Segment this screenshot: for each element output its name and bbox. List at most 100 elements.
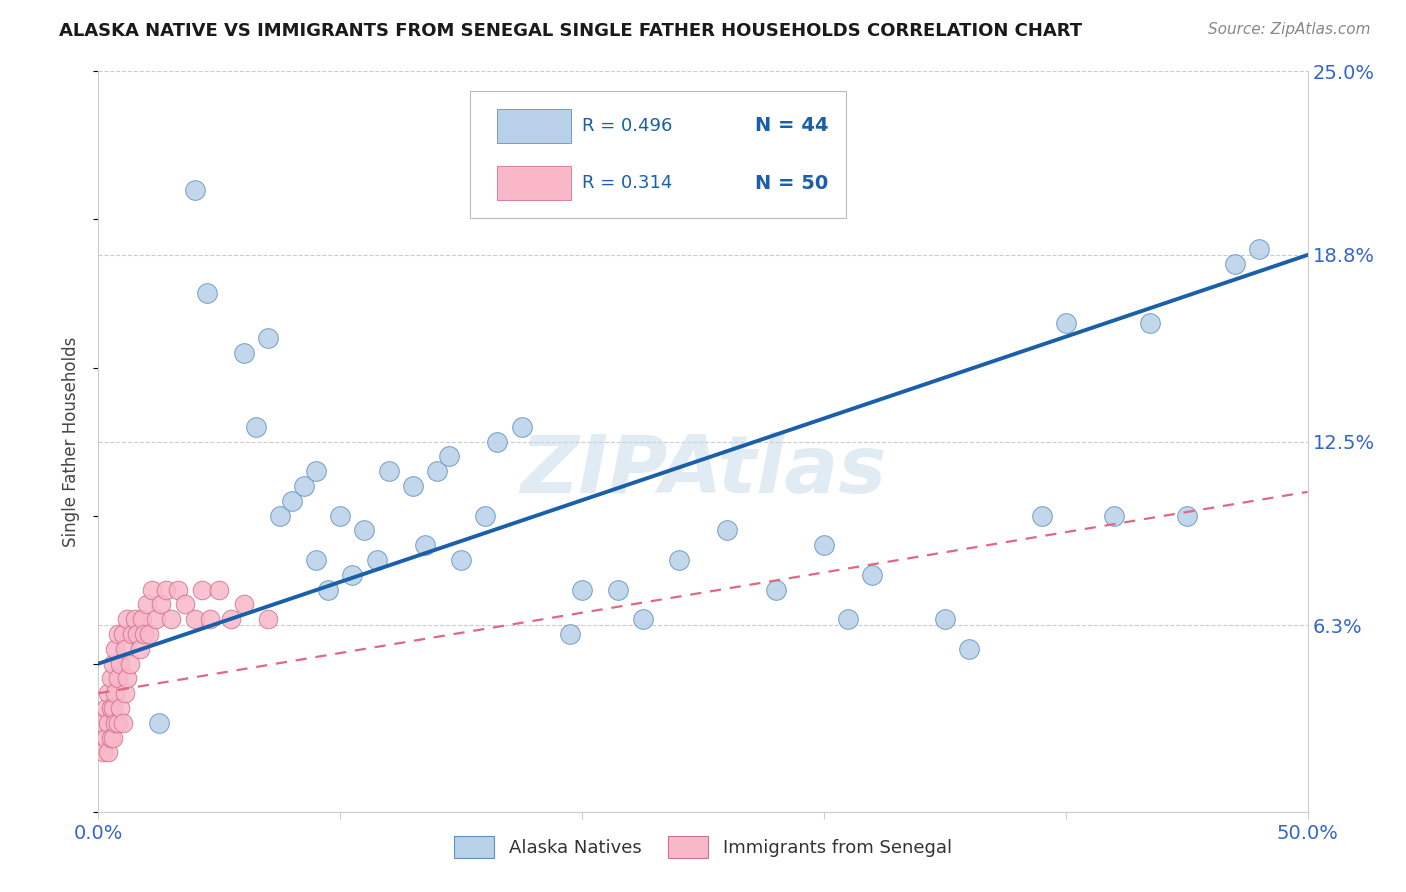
Point bbox=[128, 641, 150, 656]
Point bbox=[1249, 242, 1271, 256]
Text: R = 0.314: R = 0.314 bbox=[582, 174, 672, 193]
Point bbox=[1102, 508, 1125, 523]
Point bbox=[413, 538, 436, 552]
Point bbox=[145, 612, 167, 626]
Point bbox=[208, 582, 231, 597]
Point bbox=[668, 553, 690, 567]
Point bbox=[813, 538, 835, 552]
Point bbox=[141, 582, 163, 597]
Point bbox=[191, 582, 214, 597]
Point bbox=[101, 701, 124, 715]
Point bbox=[1223, 257, 1246, 271]
Point bbox=[107, 627, 129, 641]
Point bbox=[934, 612, 956, 626]
Point bbox=[437, 450, 460, 464]
Point bbox=[305, 553, 328, 567]
Point bbox=[91, 715, 114, 730]
Point bbox=[860, 567, 883, 582]
Point bbox=[232, 345, 254, 359]
Point bbox=[221, 612, 243, 626]
Point bbox=[426, 464, 449, 478]
Text: ZIPAtlas: ZIPAtlas bbox=[520, 432, 886, 510]
Point bbox=[104, 715, 127, 730]
Point bbox=[269, 508, 291, 523]
Point bbox=[377, 464, 399, 478]
Point bbox=[1031, 508, 1053, 523]
Point bbox=[631, 612, 654, 626]
Point bbox=[94, 731, 117, 745]
Point bbox=[134, 627, 156, 641]
Point bbox=[1139, 316, 1161, 330]
Point bbox=[150, 598, 173, 612]
FancyBboxPatch shape bbox=[498, 109, 571, 143]
Point bbox=[245, 419, 267, 434]
Point bbox=[108, 701, 131, 715]
Point bbox=[127, 627, 149, 641]
Point bbox=[450, 553, 472, 567]
Point bbox=[135, 598, 157, 612]
Point bbox=[138, 627, 160, 641]
Point bbox=[232, 598, 254, 612]
Point bbox=[292, 479, 315, 493]
Point bbox=[316, 582, 339, 597]
Point bbox=[305, 464, 328, 478]
Point bbox=[97, 715, 120, 730]
Point bbox=[148, 715, 170, 730]
Point bbox=[100, 672, 122, 686]
Point bbox=[97, 746, 120, 760]
Point bbox=[160, 612, 183, 626]
Point bbox=[155, 582, 177, 597]
Point bbox=[104, 686, 127, 700]
Point bbox=[101, 731, 124, 745]
Point bbox=[353, 524, 375, 538]
Point bbox=[837, 612, 859, 626]
Point bbox=[571, 582, 593, 597]
Point bbox=[111, 715, 134, 730]
Point bbox=[107, 672, 129, 686]
Point bbox=[184, 183, 207, 197]
Point bbox=[474, 508, 496, 523]
Point bbox=[121, 627, 143, 641]
Text: N = 44: N = 44 bbox=[755, 117, 828, 136]
Point bbox=[118, 657, 141, 671]
Point bbox=[111, 627, 134, 641]
Text: ALASKA NATIVE VS IMMIGRANTS FROM SENEGAL SINGLE FATHER HOUSEHOLDS CORRELATION CH: ALASKA NATIVE VS IMMIGRANTS FROM SENEGAL… bbox=[59, 22, 1083, 40]
Y-axis label: Single Father Households: Single Father Households bbox=[62, 336, 80, 547]
Point bbox=[117, 672, 139, 686]
Point bbox=[607, 582, 630, 597]
Text: Source: ZipAtlas.com: Source: ZipAtlas.com bbox=[1208, 22, 1371, 37]
Point bbox=[131, 612, 153, 626]
Point bbox=[184, 612, 207, 626]
Point bbox=[114, 641, 136, 656]
Point bbox=[342, 567, 364, 582]
Point bbox=[558, 627, 581, 641]
Point bbox=[256, 612, 278, 626]
Point bbox=[101, 657, 124, 671]
Point bbox=[957, 641, 980, 656]
Point bbox=[765, 582, 787, 597]
Point bbox=[281, 493, 304, 508]
FancyBboxPatch shape bbox=[498, 166, 571, 201]
Point bbox=[1175, 508, 1198, 523]
Point bbox=[94, 701, 117, 715]
Point bbox=[329, 508, 352, 523]
Point bbox=[486, 434, 509, 449]
Point bbox=[256, 331, 278, 345]
Point bbox=[100, 731, 122, 745]
Point bbox=[510, 419, 533, 434]
Point bbox=[114, 686, 136, 700]
Point bbox=[198, 612, 221, 626]
Point bbox=[108, 657, 131, 671]
FancyBboxPatch shape bbox=[470, 91, 845, 218]
Text: N = 50: N = 50 bbox=[755, 174, 828, 193]
Point bbox=[97, 686, 120, 700]
Point bbox=[402, 479, 425, 493]
Point bbox=[107, 715, 129, 730]
Point bbox=[104, 641, 127, 656]
Point bbox=[195, 286, 218, 301]
Point bbox=[366, 553, 388, 567]
Text: R = 0.496: R = 0.496 bbox=[582, 117, 672, 135]
Point bbox=[1054, 316, 1077, 330]
Point bbox=[124, 612, 146, 626]
Point bbox=[91, 746, 114, 760]
